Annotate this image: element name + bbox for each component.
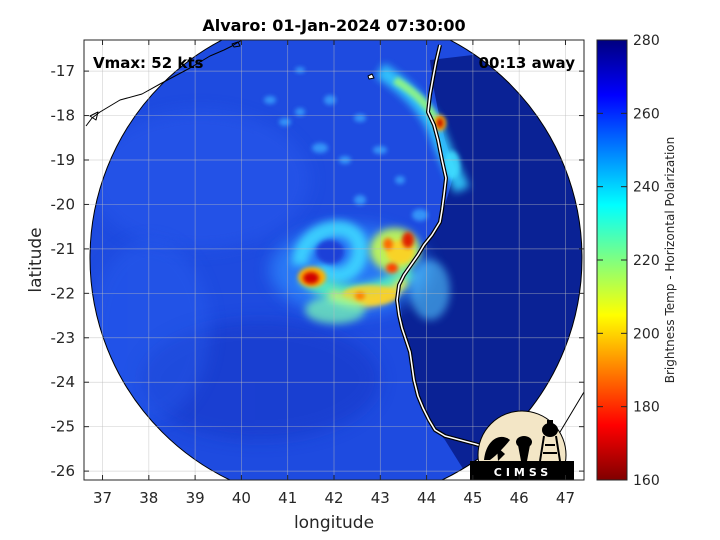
satellite-dish-icon: [484, 436, 510, 460]
x-tick-label: 47: [556, 489, 575, 507]
y-tick-label: -24: [51, 373, 76, 391]
x-tick-label: 44: [417, 489, 436, 507]
y-axis-label: latitude: [26, 227, 46, 292]
y-tick-label: -17: [51, 62, 76, 80]
x-axis-label: longitude: [294, 513, 374, 533]
x-tick-label: 46: [510, 489, 529, 507]
x-tick-label: 37: [93, 489, 112, 507]
y-axis-ticks: -17 -18 -19 -20 -21 -22 -23 -24 -25 -26: [51, 62, 584, 480]
y-tick-label: -25: [51, 418, 76, 436]
cimss-logo: CIMSS: [470, 410, 574, 480]
x-tick-label: 39: [186, 489, 205, 507]
y-tick-label: -26: [51, 462, 76, 480]
colorbar-tick-label: 160: [633, 473, 660, 489]
y-tick-label: -21: [51, 240, 76, 258]
y-tick-label: -18: [51, 107, 76, 125]
y-tick-label: -23: [51, 329, 76, 347]
colorbar-tick-label: 280: [633, 33, 660, 49]
x-axis-ticks: 37 38 39 40 41 42 43 44 45 46 47: [93, 40, 575, 507]
colorbar: 280 260 240 220 200 180 160 Brightness Temp - …: [596, 33, 677, 489]
time-away-label: 00:13 away: [479, 54, 576, 72]
colorbar-tick-label: 200: [633, 326, 660, 342]
colorbar-tick-label: 260: [633, 106, 660, 122]
x-tick-label: 42: [324, 489, 343, 507]
y-tick-label: -22: [51, 284, 76, 302]
chart-title: Alvaro: 01-Jan-2024 07:30:00: [202, 16, 465, 35]
colorbar-label: Brightness Temp - Horizontal Polarizatio…: [663, 137, 677, 384]
coastline: [85, 40, 584, 449]
colorbar-tick-label: 220: [633, 253, 660, 269]
x-tick-label: 45: [463, 489, 482, 507]
water-tower-icon: [539, 420, 561, 462]
x-tick-label: 38: [139, 489, 158, 507]
vmax-label: Vmax: 52 kts: [93, 54, 203, 72]
swath-outline: [89, 40, 583, 480]
grid-lines: [84, 40, 584, 480]
plot-area: Vmax: 52 kts 00:13 away CIMSS: [84, 40, 584, 480]
x-tick-label: 43: [371, 489, 390, 507]
x-tick-label: 41: [278, 489, 297, 507]
colorbar-ticks: 280 260 240 220 200 180 160: [597, 33, 660, 489]
x-tick-label: 40: [232, 489, 251, 507]
colorbar-tick-label: 180: [633, 400, 660, 416]
y-tick-label: -20: [51, 195, 76, 213]
cyclone-structure: [270, 220, 450, 324]
y-tick-label: -19: [51, 151, 76, 169]
colorbar-tick-label: 240: [633, 180, 660, 196]
logo-text: CIMSS: [494, 466, 552, 479]
